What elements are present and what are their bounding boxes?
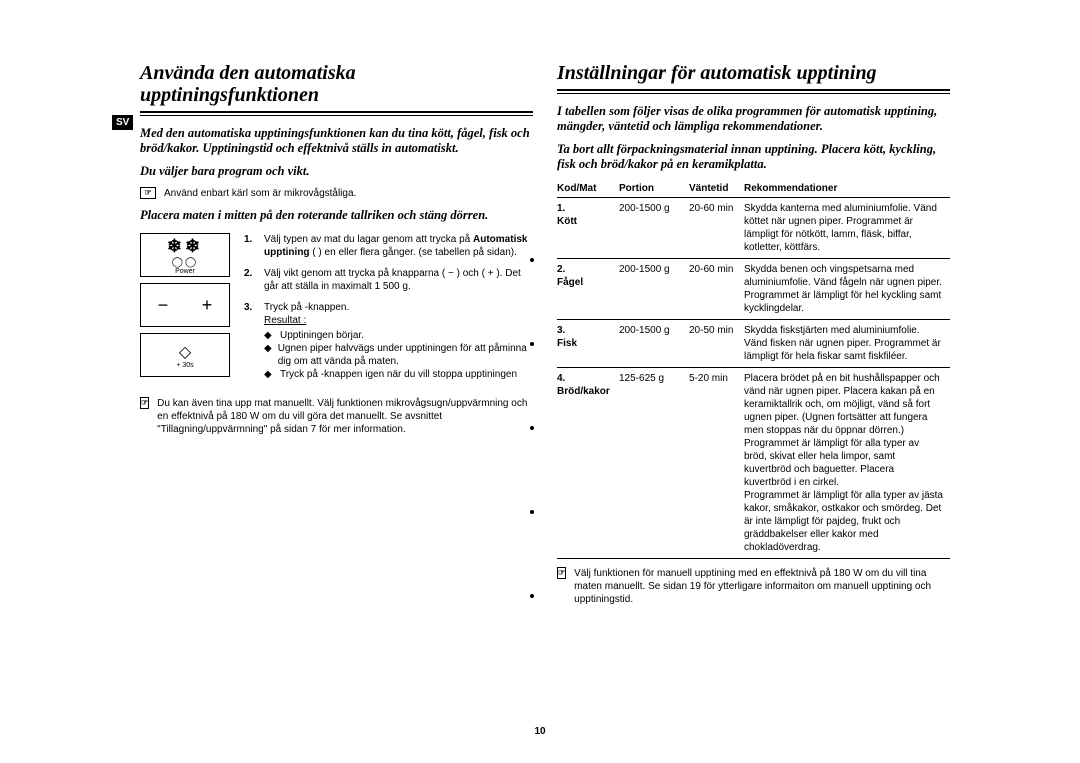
cell-food: 3. Fisk <box>557 320 619 368</box>
note-text: Välj funktionen för manuell upptining me… <box>574 567 950 606</box>
table-row: 1. Kött200-1500 g20-60 minSkydda kantern… <box>557 198 950 259</box>
bullet-icon: ◆ <box>264 329 274 342</box>
right-column: Inställningar för automatisk upptining I… <box>557 62 950 614</box>
step-num: 3. <box>244 301 258 381</box>
control-panels: ❄❄ ◯◯ Power −+ ◇ + 30s <box>140 233 230 389</box>
diamond-icon: ◇ <box>179 342 191 362</box>
left-intro2: Du väljer bara program och vikt. <box>140 164 533 179</box>
cell-wait: 5-20 min <box>689 368 744 559</box>
page-number: 10 <box>534 726 545 737</box>
note-icon: ☞ <box>140 397 149 409</box>
cell-portion: 200-1500 g <box>619 320 689 368</box>
snowflake-icon: ❄❄ <box>167 236 203 257</box>
left-subhead: Placera maten i mitten på den roterande … <box>140 208 533 223</box>
note: ☞ Använd enbart kärl som är mikrovågstål… <box>140 187 533 200</box>
note-icon: ☞ <box>140 187 156 199</box>
cell-rec: Skydda benen och vingspetsarna med alumi… <box>744 259 950 320</box>
th-wait: Väntetid <box>689 180 744 198</box>
step-2: 2. Välj vikt genom att trycka på knappar… <box>244 267 533 293</box>
step-3: 3. Tryck på -knappen. Resultat : ◆ Upptin… <box>244 301 533 381</box>
note: ☞ Du kan även tina upp mat manuellt. Väl… <box>140 397 533 436</box>
note: ☞ Välj funktionen för manuell upptining … <box>557 567 950 606</box>
th-portion: Portion <box>619 180 689 198</box>
cell-rec: Skydda kanterna med aluminiumfolie. Vänd… <box>744 198 950 259</box>
th-rec: Rekommendationer <box>744 180 950 198</box>
step-text: Välj typen av mat du lagar genom att try… <box>264 234 470 245</box>
right-intro2: Ta bort allt förpackningsmaterial innan … <box>557 142 950 172</box>
cell-wait: 20-60 min <box>689 198 744 259</box>
divider <box>557 89 950 91</box>
step-body: Välj typen av mat du lagar genom att try… <box>264 233 533 259</box>
result-list: ◆Upptiningen börjar. ◆Ugnen piper halvvä… <box>264 329 533 381</box>
note-text: Du kan även tina upp mat manuellt. Välj … <box>157 397 533 436</box>
power-label: Power <box>175 268 195 275</box>
right-intro: I tabellen som följer visas de olika pro… <box>557 104 950 134</box>
binder-dots <box>530 258 534 598</box>
step-num: 1. <box>244 233 258 259</box>
cell-rec: Skydda fiskstjärten med aluminiumfolie. … <box>744 320 950 368</box>
table-header-row: Kod/Mat Portion Väntetid Rekommendatione… <box>557 180 950 198</box>
right-title: Inställningar för automatisk upptining <box>557 62 950 84</box>
result-item: Tryck på -knappen igen när du vill stopp… <box>280 368 517 381</box>
th-food: Kod/Mat <box>557 180 619 198</box>
cell-wait: 20-50 min <box>689 320 744 368</box>
table-row: 4. Bröd/kakor125-625 g5-20 minPlacera br… <box>557 368 950 559</box>
language-tag: SV <box>112 115 133 130</box>
result-label: Resultat : <box>264 315 306 326</box>
cell-rec: Placera brödet på en bit hushållspapper … <box>744 368 950 559</box>
step-text: Tryck på -knappen. <box>264 302 349 313</box>
bullet-icon: ◆ <box>264 368 274 381</box>
cell-wait: 20-60 min <box>689 259 744 320</box>
divider <box>140 115 533 116</box>
step-body: Välj vikt genom att trycka på knapparna … <box>264 267 533 293</box>
manual-page: SV Använda den automatiska upptiningsfun… <box>140 62 950 614</box>
note-icon: ☞ <box>557 567 566 579</box>
note-text: Använd enbart kärl som är mikrovågstålig… <box>164 187 356 200</box>
panel-defrost: ❄❄ ◯◯ Power <box>140 233 230 277</box>
panel-start: ◇ + 30s <box>140 333 230 377</box>
plus30s-label: + 30s <box>176 362 193 369</box>
step-body: Tryck på -knappen. Resultat : ◆ Upptining… <box>264 301 533 381</box>
cell-portion: 200-1500 g <box>619 198 689 259</box>
step-1: 1. Välj typen av mat du lagar genom att … <box>244 233 533 259</box>
minus-plus: −+ <box>141 295 229 316</box>
cell-food: 1. Kött <box>557 198 619 259</box>
step-tail: ( ) en eller flera gånger. (se tabellen … <box>310 247 517 258</box>
oo-icon: ◯◯ <box>172 257 198 268</box>
divider <box>140 111 533 113</box>
left-intro: Med den automatiska upptiningsfunktionen… <box>140 126 533 156</box>
cell-food: 4. Bröd/kakor <box>557 368 619 559</box>
defrost-table: Kod/Mat Portion Väntetid Rekommendatione… <box>557 180 950 559</box>
divider <box>557 93 950 94</box>
cell-portion: 125-625 g <box>619 368 689 559</box>
result-item: Ugnen piper halvvägs under upptiningen f… <box>278 342 533 368</box>
cell-food: 2. Fågel <box>557 259 619 320</box>
left-column: Använda den automatiska upptiningsfunkti… <box>140 62 533 614</box>
bullet-icon: ◆ <box>264 342 272 368</box>
panel-minus-plus: −+ <box>140 283 230 327</box>
cell-portion: 200-1500 g <box>619 259 689 320</box>
table-row: 3. Fisk200-1500 g20-50 minSkydda fiskstj… <box>557 320 950 368</box>
left-title: Använda den automatiska upptiningsfunkti… <box>140 62 533 106</box>
step-num: 2. <box>244 267 258 293</box>
result-item: Upptiningen börjar. <box>280 329 364 342</box>
steps: 1. Välj typen av mat du lagar genom att … <box>244 233 533 389</box>
table-row: 2. Fågel200-1500 g20-60 minSkydda benen … <box>557 259 950 320</box>
